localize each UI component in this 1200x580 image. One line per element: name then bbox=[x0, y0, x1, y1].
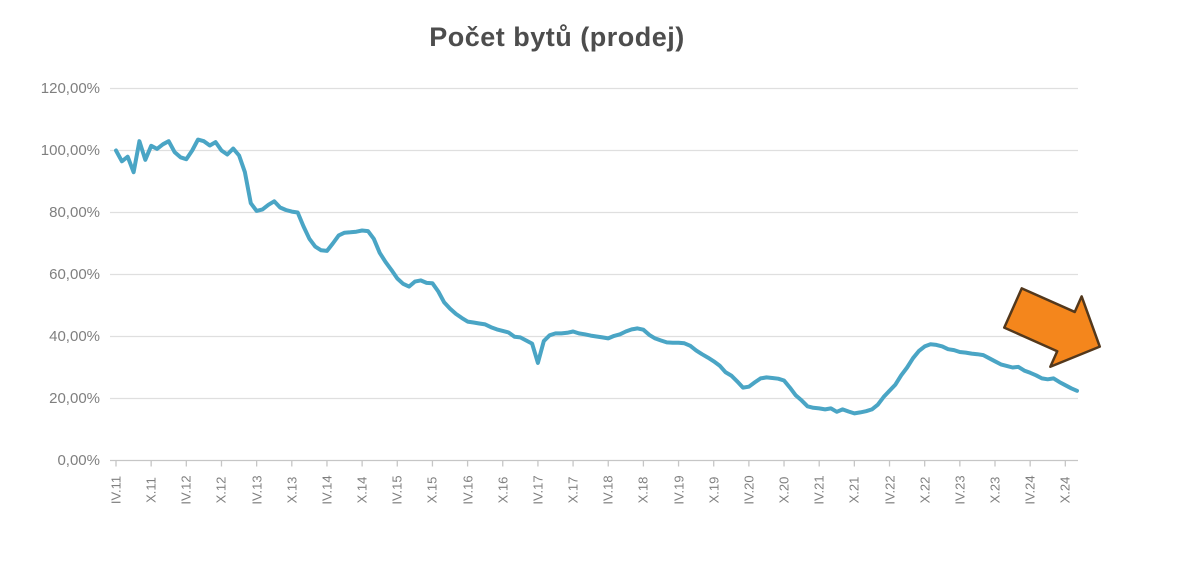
x-axis-label: X.12 bbox=[213, 476, 229, 504]
x-axis-label: X.15 bbox=[424, 476, 440, 504]
y-axis-label: 60,00% bbox=[49, 265, 100, 283]
x-axis-label: X.20 bbox=[776, 476, 792, 504]
gridlines bbox=[110, 87, 1078, 400]
series-line bbox=[114, 137, 1079, 416]
x-axis-label: X.24 bbox=[1057, 476, 1073, 504]
y-axis-label: 40,00% bbox=[49, 327, 100, 345]
x-axis-label: IV.23 bbox=[952, 475, 968, 505]
x-axis-label: X.14 bbox=[354, 476, 370, 504]
x-axis-label: X.11 bbox=[143, 477, 159, 503]
x-axis-label: X.23 bbox=[987, 476, 1003, 504]
x-axis-label: X.17 bbox=[565, 476, 581, 504]
x-axis-label: IV.17 bbox=[530, 475, 546, 505]
x-axis-label: IV.19 bbox=[671, 475, 687, 505]
x-axis-label: X.21 bbox=[846, 476, 862, 504]
y-axis-label: 20,00% bbox=[49, 389, 100, 407]
x-axis-label: X.18 bbox=[635, 476, 651, 504]
x-axis-label: IV.15 bbox=[389, 475, 405, 505]
x-axis-label: IV.14 bbox=[319, 475, 335, 505]
trend-arrow-icon bbox=[1003, 287, 1102, 369]
x-axis-label: IV.24 bbox=[1022, 475, 1038, 505]
x-axis-label: X.22 bbox=[917, 476, 933, 504]
x-axis-label: IV.11 bbox=[108, 475, 124, 505]
x-axis-label: X.19 bbox=[706, 476, 722, 504]
x-axis-label: IV.13 bbox=[249, 475, 265, 505]
x-axis-label: X.16 bbox=[495, 476, 511, 504]
x-axis-label: IV.16 bbox=[460, 475, 476, 505]
y-axis-label: 120,00% bbox=[40, 79, 100, 97]
x-axis-label: IV.22 bbox=[882, 475, 898, 505]
x-axis-label: X.13 bbox=[284, 476, 300, 504]
x-axis-label: IV.12 bbox=[178, 475, 194, 505]
chart-title: Počet bytů (prodej) bbox=[429, 22, 685, 52]
y-axis-label: 0,00% bbox=[57, 451, 100, 469]
x-axis-label: IV.18 bbox=[600, 475, 616, 505]
x-axis-ticks bbox=[115, 460, 1066, 467]
x-axis-label: IV.20 bbox=[741, 475, 757, 505]
y-axis-label: 100,00% bbox=[40, 141, 100, 159]
x-axis-label: IV.21 bbox=[811, 475, 827, 505]
y-axis-label: 80,00% bbox=[49, 203, 100, 221]
